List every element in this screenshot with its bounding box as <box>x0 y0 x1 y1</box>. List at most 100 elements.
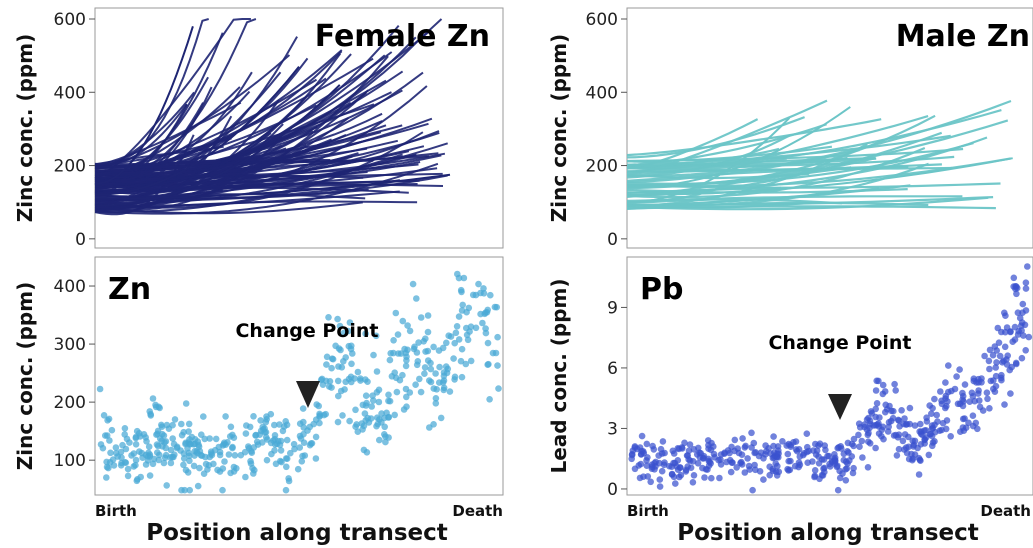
data-point <box>855 431 862 439</box>
series-line <box>626 115 929 177</box>
data-point <box>399 317 407 325</box>
data-point <box>1018 319 1026 326</box>
x-tick-label-death: Death <box>452 502 503 520</box>
data-point <box>992 382 1000 390</box>
data-point <box>403 393 410 401</box>
data-point <box>345 327 352 335</box>
data-point <box>485 360 492 368</box>
data-point <box>375 398 383 406</box>
data-point <box>905 443 912 451</box>
data-point <box>124 465 132 473</box>
data-point <box>480 290 488 297</box>
data-point <box>805 447 812 455</box>
data-point <box>186 436 193 443</box>
data-point <box>656 476 664 483</box>
data-point <box>961 381 969 388</box>
data-point <box>731 447 738 455</box>
data-point <box>385 397 392 405</box>
data-point <box>972 419 980 427</box>
data-point <box>206 435 213 442</box>
data-point <box>1007 328 1014 335</box>
data-point <box>277 447 285 454</box>
data-point <box>859 454 866 461</box>
data-point <box>204 466 211 473</box>
data-point <box>362 330 369 338</box>
data-point <box>755 452 763 460</box>
data-point <box>459 301 467 309</box>
data-point <box>494 333 501 341</box>
data-point <box>352 406 359 414</box>
data-point <box>132 441 140 448</box>
data-point <box>906 404 914 412</box>
data-point <box>927 430 934 438</box>
data-point <box>219 486 226 494</box>
data-point <box>325 314 332 321</box>
y-axis: 100 200 300 400 <box>54 277 95 471</box>
data-point <box>885 423 892 431</box>
data-point <box>430 343 437 351</box>
data-point <box>689 479 697 486</box>
panel-title: Male Zn <box>896 19 1030 54</box>
data-point <box>458 373 466 381</box>
data-point <box>966 398 973 406</box>
series-line <box>94 104 317 175</box>
series-line <box>94 131 440 182</box>
data-point <box>960 398 967 405</box>
data-point <box>161 439 168 446</box>
data-point <box>261 425 268 432</box>
data-point <box>929 404 936 412</box>
data-point <box>180 428 187 436</box>
data-point <box>458 307 466 314</box>
data-point <box>694 460 702 467</box>
data-point <box>648 463 656 471</box>
data-point <box>494 362 501 369</box>
data-point <box>400 406 408 413</box>
data-point <box>108 426 116 434</box>
data-point <box>113 449 120 457</box>
data-point <box>196 464 203 472</box>
data-point <box>283 436 291 444</box>
data-point <box>452 329 460 337</box>
data-point <box>300 439 308 447</box>
data-point <box>337 346 344 354</box>
data-point <box>922 427 930 434</box>
data-point <box>243 422 250 429</box>
data-point <box>903 449 911 457</box>
data-point <box>943 417 951 424</box>
data-point <box>687 464 695 472</box>
data-point <box>462 360 470 368</box>
data-point <box>104 417 111 424</box>
data-point <box>879 381 887 389</box>
series-line <box>94 25 194 185</box>
data-point <box>426 377 433 384</box>
data-point <box>1022 307 1030 314</box>
data-point <box>328 364 335 372</box>
data-point <box>149 460 157 468</box>
data-point <box>245 443 252 450</box>
data-point <box>495 385 502 392</box>
data-point <box>882 401 889 409</box>
data-point <box>866 424 873 432</box>
data-point <box>458 345 466 353</box>
data-point <box>180 455 188 462</box>
data-point <box>294 465 302 473</box>
data-point <box>453 323 461 330</box>
data-point <box>961 415 968 422</box>
data-point <box>110 462 118 469</box>
data-point <box>257 417 264 424</box>
data-point <box>751 461 758 469</box>
data-point <box>636 444 644 451</box>
data-point <box>437 414 445 422</box>
data-point <box>346 417 353 425</box>
data-point <box>169 435 176 442</box>
data-point <box>773 472 781 479</box>
data-point <box>911 422 919 429</box>
series-line <box>626 205 996 210</box>
data-point <box>237 451 245 459</box>
data-point <box>291 445 298 453</box>
data-point <box>440 377 448 384</box>
data-point <box>229 443 236 451</box>
data-point <box>143 438 150 445</box>
data-point <box>158 421 165 429</box>
data-point <box>363 449 371 456</box>
